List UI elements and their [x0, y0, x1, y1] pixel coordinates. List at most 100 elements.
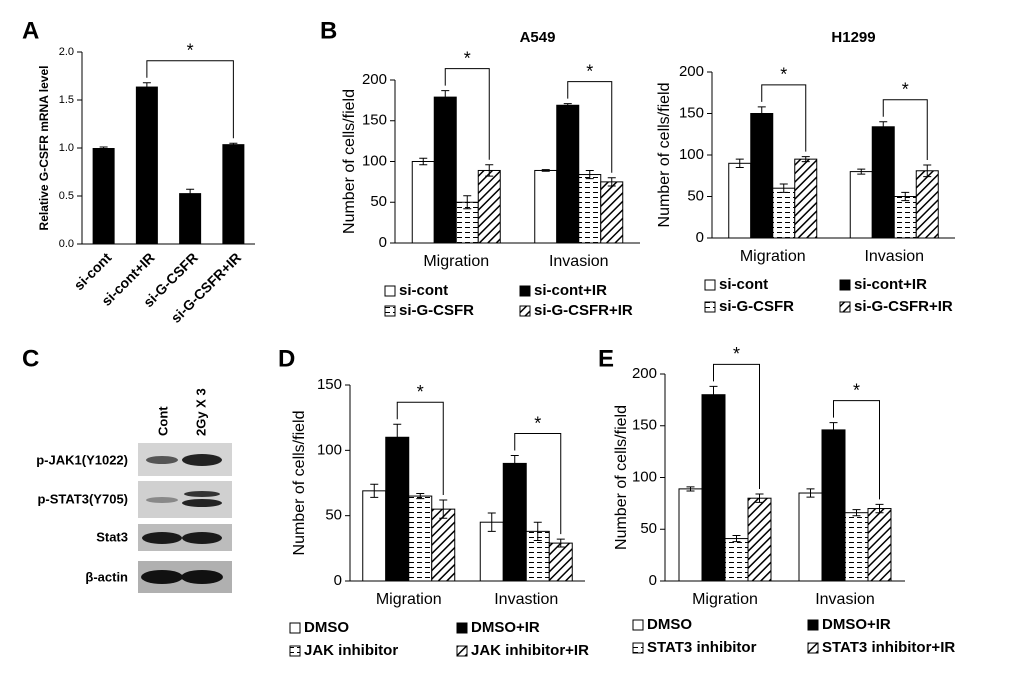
bar — [411, 161, 435, 244]
x-tick-label: Migration — [740, 248, 806, 265]
bar — [798, 492, 823, 582]
significance-star: * — [417, 382, 424, 402]
chart-title: H1299 — [831, 29, 875, 46]
significance-star: * — [853, 380, 860, 400]
error-bar — [686, 486, 695, 492]
error-bar — [419, 157, 428, 166]
legend-swatch — [519, 285, 531, 297]
legend-label: si-cont+IR — [534, 282, 607, 299]
y-tick-label: 0 — [334, 572, 342, 589]
error-bar — [463, 195, 472, 210]
bar — [871, 126, 895, 239]
significance-bracket — [444, 68, 490, 160]
significance-star: * — [464, 48, 471, 68]
blot-band — [141, 570, 183, 584]
legend-label: si-cont+IR — [854, 276, 927, 293]
legend-label: JAK inhibitor+IR — [471, 642, 589, 659]
bar — [893, 196, 917, 239]
bar — [385, 436, 410, 582]
significance-star: * — [733, 344, 740, 364]
bar — [502, 462, 527, 582]
y-tick-label: 0 — [379, 234, 387, 251]
error-bar — [879, 121, 888, 133]
bar — [750, 113, 774, 239]
blot-row-label: Stat3 — [96, 529, 128, 544]
y-tick-label: 50 — [640, 520, 657, 537]
blot-row-label: p-STAT3(Y705) — [37, 491, 128, 506]
legend-swatch — [384, 285, 396, 297]
error-bar — [607, 177, 616, 187]
bar — [701, 394, 726, 582]
legend-swatch — [632, 619, 644, 631]
legend-label: DMSO+IR — [471, 619, 540, 636]
bar — [772, 187, 796, 239]
legend-swatch — [704, 301, 716, 313]
y-tick-label: 100 — [679, 146, 704, 163]
legend-swatch — [289, 645, 301, 657]
significance-star: * — [902, 80, 909, 100]
bar — [600, 181, 624, 244]
blot-band — [182, 454, 222, 466]
blot-band — [146, 456, 178, 464]
legend-swatch — [384, 305, 396, 317]
blot-column-label: 2Gy X 3 — [193, 388, 208, 436]
error-bar — [229, 142, 238, 146]
significance-bracket — [713, 363, 760, 490]
y-tick-label: 100 — [317, 441, 342, 458]
significance-bracket — [567, 81, 613, 173]
blot-band — [181, 570, 223, 584]
y-axis-label: Relative G-CSFR mRNA level — [37, 66, 51, 231]
legend-swatch — [807, 619, 819, 631]
bar — [844, 512, 869, 582]
bar — [477, 169, 501, 244]
error-bar — [709, 385, 718, 404]
legend-swatch — [456, 645, 468, 657]
significance-star: * — [534, 413, 541, 433]
error-bar — [779, 183, 788, 193]
legend-swatch — [519, 305, 531, 317]
bar — [362, 490, 387, 582]
legend-label: JAK inhibitor — [304, 642, 398, 659]
y-tick-label: 2.0 — [59, 46, 74, 58]
chart-title: A549 — [520, 29, 556, 46]
legend-swatch — [839, 301, 851, 313]
error-bar — [485, 164, 494, 177]
blot-column-label: Cont — [155, 406, 170, 436]
y-axis-label: Number of cells/field — [291, 411, 308, 556]
blot-band — [146, 497, 178, 503]
y-tick-label: 150 — [679, 104, 704, 121]
panel-label: E — [598, 345, 614, 372]
x-tick-label: Invasion — [549, 253, 609, 270]
significance-bracket — [146, 60, 234, 139]
bar — [578, 174, 602, 244]
bar — [92, 148, 115, 244]
legend-label: si-G-CSFR+IR — [854, 298, 953, 315]
error-bar — [99, 146, 108, 150]
error-bar — [142, 82, 151, 91]
error-bar — [801, 156, 810, 163]
y-tick-label: 200 — [362, 71, 387, 88]
y-tick-label: 50 — [687, 187, 704, 204]
legend-swatch — [839, 279, 851, 291]
error-bar — [563, 103, 572, 108]
x-tick-label: Invastion — [494, 591, 558, 608]
significance-bracket — [833, 400, 880, 500]
error-bar — [757, 106, 766, 121]
y-tick-label: 150 — [317, 376, 342, 393]
legend-swatch — [456, 622, 468, 634]
blot-band — [184, 491, 220, 497]
x-tick-label: Migration — [692, 591, 758, 608]
error-bar — [533, 521, 542, 541]
significance-bracket — [396, 401, 444, 495]
error-bar — [441, 90, 450, 105]
error-bar — [755, 493, 764, 503]
error-bar — [416, 492, 425, 500]
error-bar — [857, 168, 866, 175]
legend-label: DMSO — [647, 616, 692, 633]
bar — [821, 429, 846, 582]
y-tick-label: 0.5 — [59, 190, 74, 202]
bar — [849, 171, 873, 239]
legend-label: DMSO+IR — [822, 616, 891, 633]
significance-bracket — [882, 99, 928, 160]
